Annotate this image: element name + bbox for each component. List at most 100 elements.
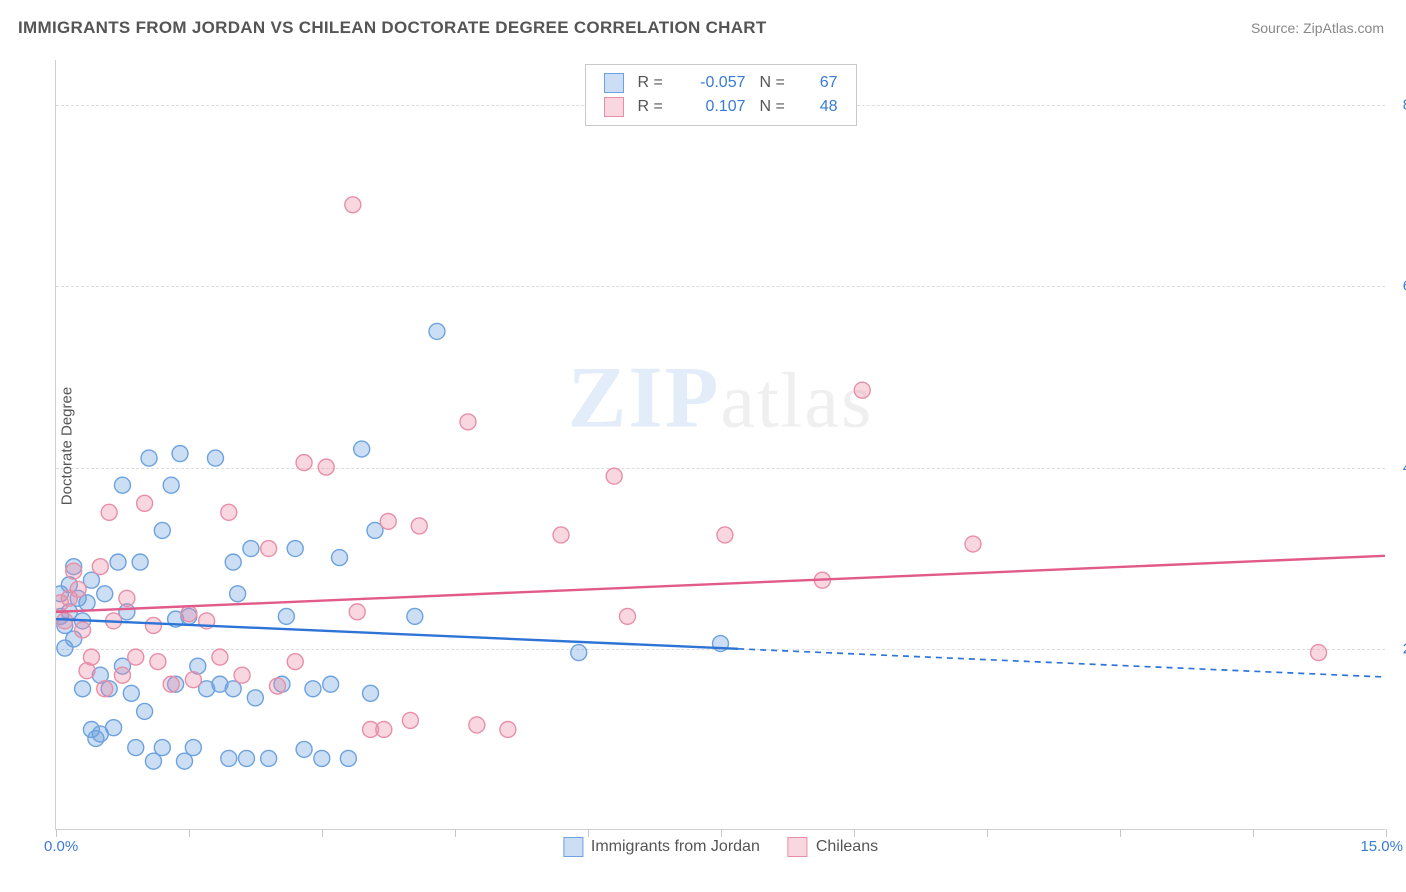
scatter-point-jordan xyxy=(141,450,157,466)
scatter-point-jordan xyxy=(128,740,144,756)
scatter-point-chileans xyxy=(75,622,91,638)
scatter-point-chileans xyxy=(221,504,237,520)
chart-title: IMMIGRANTS FROM JORDAN VS CHILEAN DOCTOR… xyxy=(18,18,767,38)
scatter-point-chileans xyxy=(349,604,365,620)
scatter-point-chileans xyxy=(163,676,179,692)
scatter-point-jordan xyxy=(243,541,259,557)
legend-item-chileans: Chileans xyxy=(788,837,878,857)
scatter-point-jordan xyxy=(305,681,321,697)
scatter-point-jordan xyxy=(137,703,153,719)
scatter-point-jordan xyxy=(363,685,379,701)
x-axis-max-label: 15.0% xyxy=(1360,838,1403,855)
r-value-chileans: 0.107 xyxy=(686,98,746,116)
scatter-point-chileans xyxy=(411,518,427,534)
scatter-point-chileans xyxy=(619,608,635,624)
scatter-point-chileans xyxy=(234,667,250,683)
trendline-jordan xyxy=(56,619,738,649)
scatter-point-jordan xyxy=(110,554,126,570)
scatter-point-jordan xyxy=(323,676,339,692)
scatter-point-chileans xyxy=(553,527,569,543)
scatter-point-chileans xyxy=(119,590,135,606)
legend-row-chileans: R = 0.107 N = 48 xyxy=(604,95,838,119)
scatter-point-chileans xyxy=(318,459,334,475)
scatter-point-jordan xyxy=(354,441,370,457)
swatch-icon xyxy=(604,97,624,117)
scatter-point-jordan xyxy=(163,477,179,493)
legend-label: Chileans xyxy=(816,838,878,856)
scatter-point-jordan xyxy=(296,741,312,757)
scatter-point-chileans xyxy=(212,649,228,665)
scatter-point-jordan xyxy=(132,554,148,570)
legend-correlation: R = -0.057 N = 67 R = 0.107 N = 48 xyxy=(585,64,857,126)
scatter-point-chileans xyxy=(66,563,82,579)
scatter-point-chileans xyxy=(128,649,144,665)
scatter-point-chileans xyxy=(181,606,197,622)
scatter-point-jordan xyxy=(571,645,587,661)
scatter-point-jordan xyxy=(238,750,254,766)
swatch-icon xyxy=(563,837,583,857)
scatter-point-jordan xyxy=(225,554,241,570)
scatter-point-chileans xyxy=(606,468,622,484)
scatter-point-chileans xyxy=(150,654,166,670)
scatter-point-jordan xyxy=(247,690,263,706)
x-tick xyxy=(1120,829,1121,837)
x-tick xyxy=(1386,829,1387,837)
scatter-point-jordan xyxy=(221,750,237,766)
scatter-point-jordan xyxy=(97,586,113,602)
x-tick xyxy=(854,829,855,837)
scatter-point-jordan xyxy=(207,450,223,466)
scatter-point-chileans xyxy=(380,513,396,529)
x-tick xyxy=(987,829,988,837)
x-axis-min-label: 0.0% xyxy=(44,838,78,855)
trendline-chileans xyxy=(56,556,1385,612)
x-tick xyxy=(1253,829,1254,837)
x-tick xyxy=(588,829,589,837)
scatter-point-chileans xyxy=(717,527,733,543)
x-tick xyxy=(455,829,456,837)
scatter-point-chileans xyxy=(287,654,303,670)
scatter-point-jordan xyxy=(278,608,294,624)
chart-svg xyxy=(56,60,1385,829)
scatter-point-chileans xyxy=(854,382,870,398)
scatter-point-chileans xyxy=(83,649,99,665)
scatter-point-chileans xyxy=(376,721,392,737)
plot-area: ZIPatlas R = -0.057 N = 67 R = 0.107 N =… xyxy=(55,60,1385,830)
legend-row-jordan: R = -0.057 N = 67 xyxy=(604,71,838,95)
scatter-point-chileans xyxy=(97,681,113,697)
scatter-point-chileans xyxy=(296,455,312,471)
scatter-point-jordan xyxy=(154,740,170,756)
scatter-point-chileans xyxy=(460,414,476,430)
scatter-point-jordan xyxy=(429,323,445,339)
scatter-point-chileans xyxy=(402,712,418,728)
swatch-icon xyxy=(604,73,624,93)
scatter-point-jordan xyxy=(75,681,91,697)
scatter-point-chileans xyxy=(114,667,130,683)
n-value-chileans: 48 xyxy=(808,98,838,116)
scatter-point-chileans xyxy=(1311,645,1327,661)
scatter-point-jordan xyxy=(332,550,348,566)
x-tick xyxy=(721,829,722,837)
legend-series: Immigrants from Jordan Chileans xyxy=(563,837,878,857)
scatter-point-jordan xyxy=(172,446,188,462)
scatter-point-chileans xyxy=(145,617,161,633)
scatter-point-chileans xyxy=(270,678,286,694)
source-attribution: Source: ZipAtlas.com xyxy=(1251,20,1384,36)
r-value-jordan: -0.057 xyxy=(686,74,746,92)
scatter-point-chileans xyxy=(469,717,485,733)
scatter-point-chileans xyxy=(965,536,981,552)
scatter-point-jordan xyxy=(261,750,277,766)
x-tick xyxy=(189,829,190,837)
scatter-point-chileans xyxy=(137,495,153,511)
trendline-jordan-extrapolated xyxy=(738,649,1385,677)
legend-label: Immigrants from Jordan xyxy=(591,838,760,856)
scatter-point-chileans xyxy=(101,504,117,520)
n-value-jordan: 67 xyxy=(808,74,838,92)
scatter-point-chileans xyxy=(70,581,86,597)
scatter-point-jordan xyxy=(154,522,170,538)
scatter-point-jordan xyxy=(106,720,122,736)
scatter-point-chileans xyxy=(345,197,361,213)
scatter-point-chileans xyxy=(92,559,108,575)
scatter-point-jordan xyxy=(185,740,201,756)
scatter-point-jordan xyxy=(230,586,246,602)
scatter-point-chileans xyxy=(185,672,201,688)
